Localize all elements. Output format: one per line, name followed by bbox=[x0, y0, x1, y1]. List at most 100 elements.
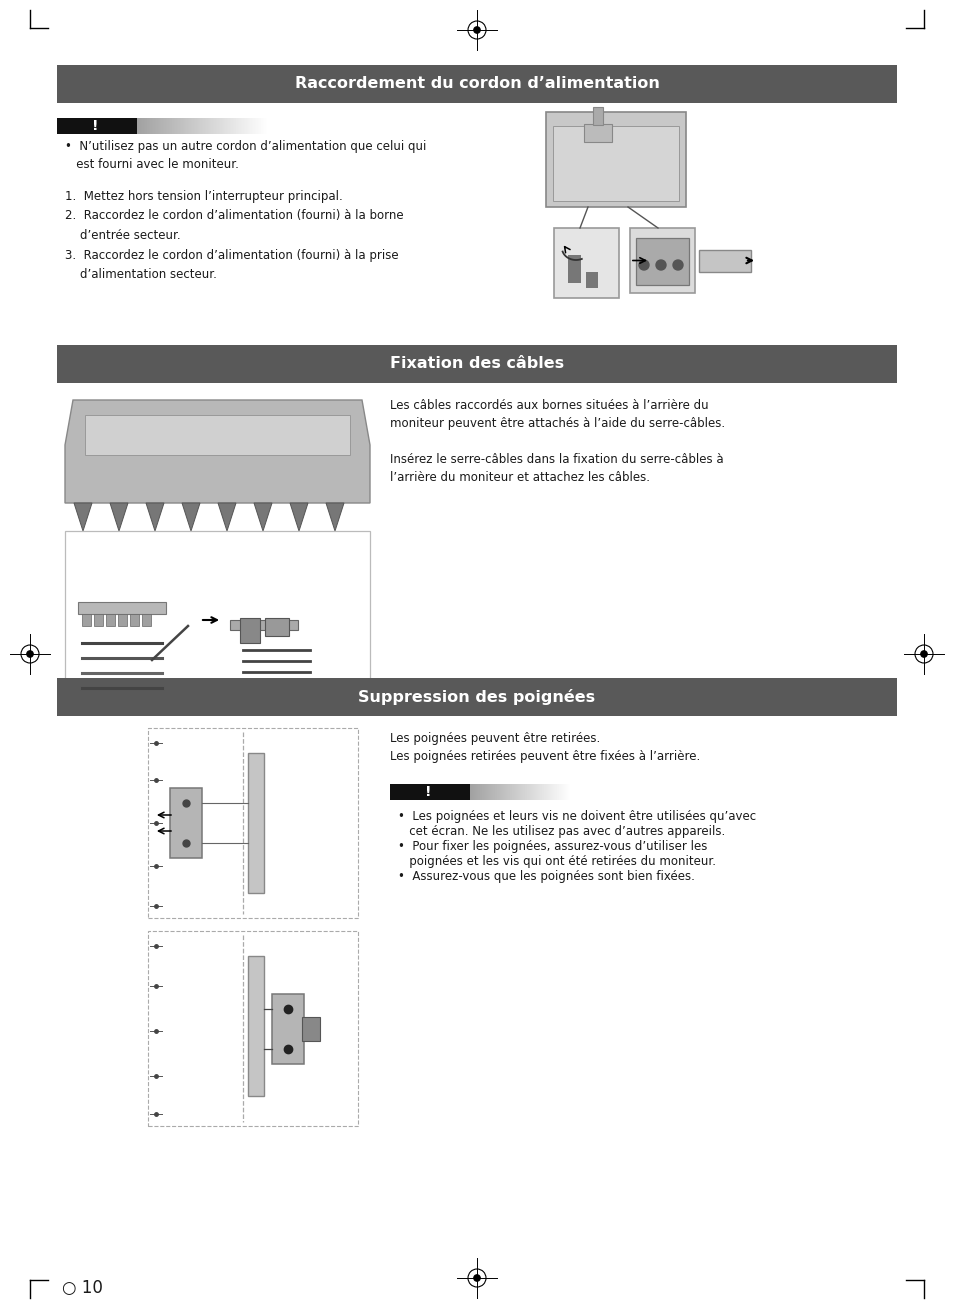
Bar bbox=[189, 118, 190, 133]
Bar bbox=[212, 118, 213, 133]
Bar bbox=[567, 255, 580, 283]
Bar bbox=[157, 118, 158, 133]
Bar bbox=[187, 118, 188, 133]
Bar bbox=[138, 118, 139, 133]
Bar bbox=[253, 118, 254, 133]
Bar bbox=[239, 118, 240, 133]
Text: cet écran. Ne les utilisez pas avec d’autres appareils.: cet écran. Ne les utilisez pas avec d’au… bbox=[397, 825, 724, 838]
Bar bbox=[538, 783, 539, 800]
Circle shape bbox=[474, 27, 479, 33]
Bar bbox=[195, 118, 196, 133]
Bar bbox=[513, 783, 514, 800]
Bar bbox=[495, 783, 496, 800]
Bar bbox=[201, 118, 202, 133]
Bar bbox=[220, 118, 221, 133]
Bar bbox=[202, 118, 203, 133]
Bar bbox=[147, 118, 148, 133]
Polygon shape bbox=[290, 504, 308, 531]
Bar bbox=[139, 118, 140, 133]
Bar bbox=[255, 118, 256, 133]
Bar bbox=[502, 783, 503, 800]
Bar bbox=[148, 118, 149, 133]
Bar bbox=[216, 118, 218, 133]
Bar bbox=[498, 783, 499, 800]
Bar bbox=[545, 112, 685, 207]
Bar bbox=[191, 118, 192, 133]
Bar bbox=[558, 783, 559, 800]
Bar bbox=[629, 228, 695, 293]
Bar bbox=[540, 783, 541, 800]
Bar bbox=[153, 118, 154, 133]
Bar bbox=[515, 783, 516, 800]
Bar bbox=[568, 783, 569, 800]
Bar bbox=[516, 783, 517, 800]
Bar bbox=[224, 118, 225, 133]
Bar bbox=[496, 783, 497, 800]
Bar bbox=[186, 118, 187, 133]
Bar bbox=[554, 228, 618, 298]
Bar bbox=[210, 118, 211, 133]
Bar bbox=[482, 783, 483, 800]
Bar bbox=[169, 118, 170, 133]
Bar bbox=[563, 783, 564, 800]
Bar bbox=[170, 787, 202, 858]
Bar bbox=[184, 118, 185, 133]
Bar bbox=[158, 118, 159, 133]
Bar bbox=[511, 783, 512, 800]
Bar bbox=[205, 118, 206, 133]
Bar bbox=[151, 118, 152, 133]
Bar bbox=[240, 118, 241, 133]
Bar bbox=[490, 783, 491, 800]
Bar bbox=[539, 783, 540, 800]
Text: Raccordement du cordon d’alimentation: Raccordement du cordon d’alimentation bbox=[294, 76, 659, 92]
Bar bbox=[163, 118, 164, 133]
Bar bbox=[159, 118, 160, 133]
Text: 1.  Mettez hors tension l’interrupteur principal.
2.  Raccordez le cordon d’alim: 1. Mettez hors tension l’interrupteur pr… bbox=[65, 190, 403, 281]
Bar bbox=[206, 118, 207, 133]
Bar bbox=[489, 783, 490, 800]
Bar bbox=[551, 783, 552, 800]
Bar bbox=[175, 118, 177, 133]
Text: !: ! bbox=[91, 119, 98, 133]
Bar bbox=[241, 118, 242, 133]
Bar bbox=[390, 783, 470, 800]
Text: !: ! bbox=[424, 785, 431, 799]
Bar bbox=[118, 613, 127, 627]
Text: Les poignées peuvent être retirées.
Les poignées retirées peuvent être fixées à : Les poignées peuvent être retirées. Les … bbox=[390, 732, 700, 764]
Bar bbox=[480, 783, 481, 800]
Bar bbox=[143, 118, 144, 133]
Bar bbox=[161, 118, 162, 133]
Bar bbox=[226, 118, 227, 133]
Bar bbox=[532, 783, 533, 800]
Bar bbox=[179, 118, 180, 133]
Bar bbox=[557, 783, 558, 800]
Bar bbox=[522, 783, 523, 800]
Bar bbox=[162, 118, 163, 133]
Bar bbox=[503, 783, 504, 800]
Bar bbox=[561, 783, 562, 800]
Bar bbox=[164, 118, 165, 133]
Bar bbox=[566, 783, 567, 800]
Bar bbox=[493, 783, 494, 800]
Bar bbox=[57, 118, 137, 133]
Bar bbox=[565, 783, 566, 800]
Bar bbox=[240, 617, 260, 644]
Bar bbox=[170, 118, 171, 133]
Bar bbox=[535, 783, 536, 800]
Circle shape bbox=[639, 260, 648, 269]
Bar bbox=[146, 118, 147, 133]
Bar bbox=[221, 118, 222, 133]
Bar bbox=[207, 118, 208, 133]
Bar bbox=[148, 729, 357, 918]
Text: •  Pour fixer les poignées, assurez-vous d’utiliser les: • Pour fixer les poignées, assurez-vous … bbox=[397, 840, 706, 853]
Bar bbox=[165, 118, 166, 133]
Bar bbox=[542, 783, 543, 800]
Bar bbox=[475, 783, 476, 800]
Bar bbox=[248, 753, 264, 893]
Bar bbox=[553, 126, 679, 201]
Bar bbox=[82, 613, 91, 627]
Bar bbox=[476, 783, 477, 800]
Bar bbox=[57, 345, 896, 383]
Bar bbox=[248, 118, 249, 133]
Bar bbox=[519, 783, 520, 800]
